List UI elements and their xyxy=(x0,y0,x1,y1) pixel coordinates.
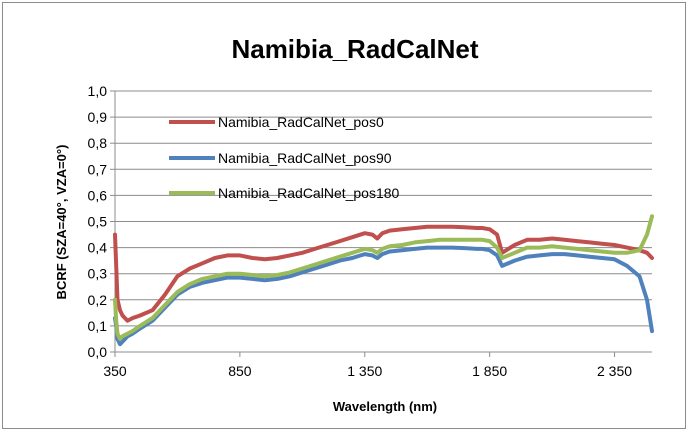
y-tick-label: 0,3 xyxy=(88,266,108,282)
y-axis-label: BCRF (SZA=40°, VZA=0°) xyxy=(54,145,69,300)
y-tick-label: 0,2 xyxy=(88,292,108,308)
series-line-1 xyxy=(113,245,654,347)
y-tick-label: 0,8 xyxy=(88,135,108,151)
gridlines xyxy=(115,90,652,327)
series-line-0 xyxy=(113,224,654,323)
x-tick-label: 1 350 xyxy=(347,363,382,379)
y-tick-label: 0,7 xyxy=(88,161,108,177)
legend-label: Namibia_RadCalNet_pos0 xyxy=(218,114,384,130)
y-tick-label: 1,0 xyxy=(88,83,108,99)
series-line-2 xyxy=(113,214,654,341)
chart-title: Namibia_RadCalNet xyxy=(231,34,478,64)
y-tick-label: 0,1 xyxy=(88,318,108,334)
y-tick-labels: 0,0 0,1 0,2 0,3 0,4 0,5 0,6 0,7 0,8 0,9 1,0 xyxy=(88,83,108,360)
y-tick-label: 0,9 xyxy=(88,109,108,125)
x-tick-labels: 350 850 1 350 1 850 2 350 xyxy=(103,363,632,379)
legend-label: Namibia_RadCalNet_pos90 xyxy=(218,150,392,166)
x-tick-label: 850 xyxy=(228,363,252,379)
axes xyxy=(110,90,652,357)
legend: Namibia_RadCalNet_pos0 Namibia_RadCalNet_… xyxy=(169,114,400,201)
x-tick-label: 2 350 xyxy=(597,363,632,379)
y-tick-label: 0,5 xyxy=(88,214,108,230)
x-tick-label: 1 850 xyxy=(472,363,507,379)
legend-label: Namibia_RadCalNet_pos180 xyxy=(218,185,400,201)
x-axis-label: Wavelength (nm) xyxy=(333,399,437,414)
y-tick-label: 0,4 xyxy=(88,240,108,256)
y-tick-label: 0,6 xyxy=(88,187,108,203)
series-lines xyxy=(113,214,654,347)
y-tick-label: 0,0 xyxy=(88,344,108,360)
x-tick-label: 350 xyxy=(103,363,127,379)
